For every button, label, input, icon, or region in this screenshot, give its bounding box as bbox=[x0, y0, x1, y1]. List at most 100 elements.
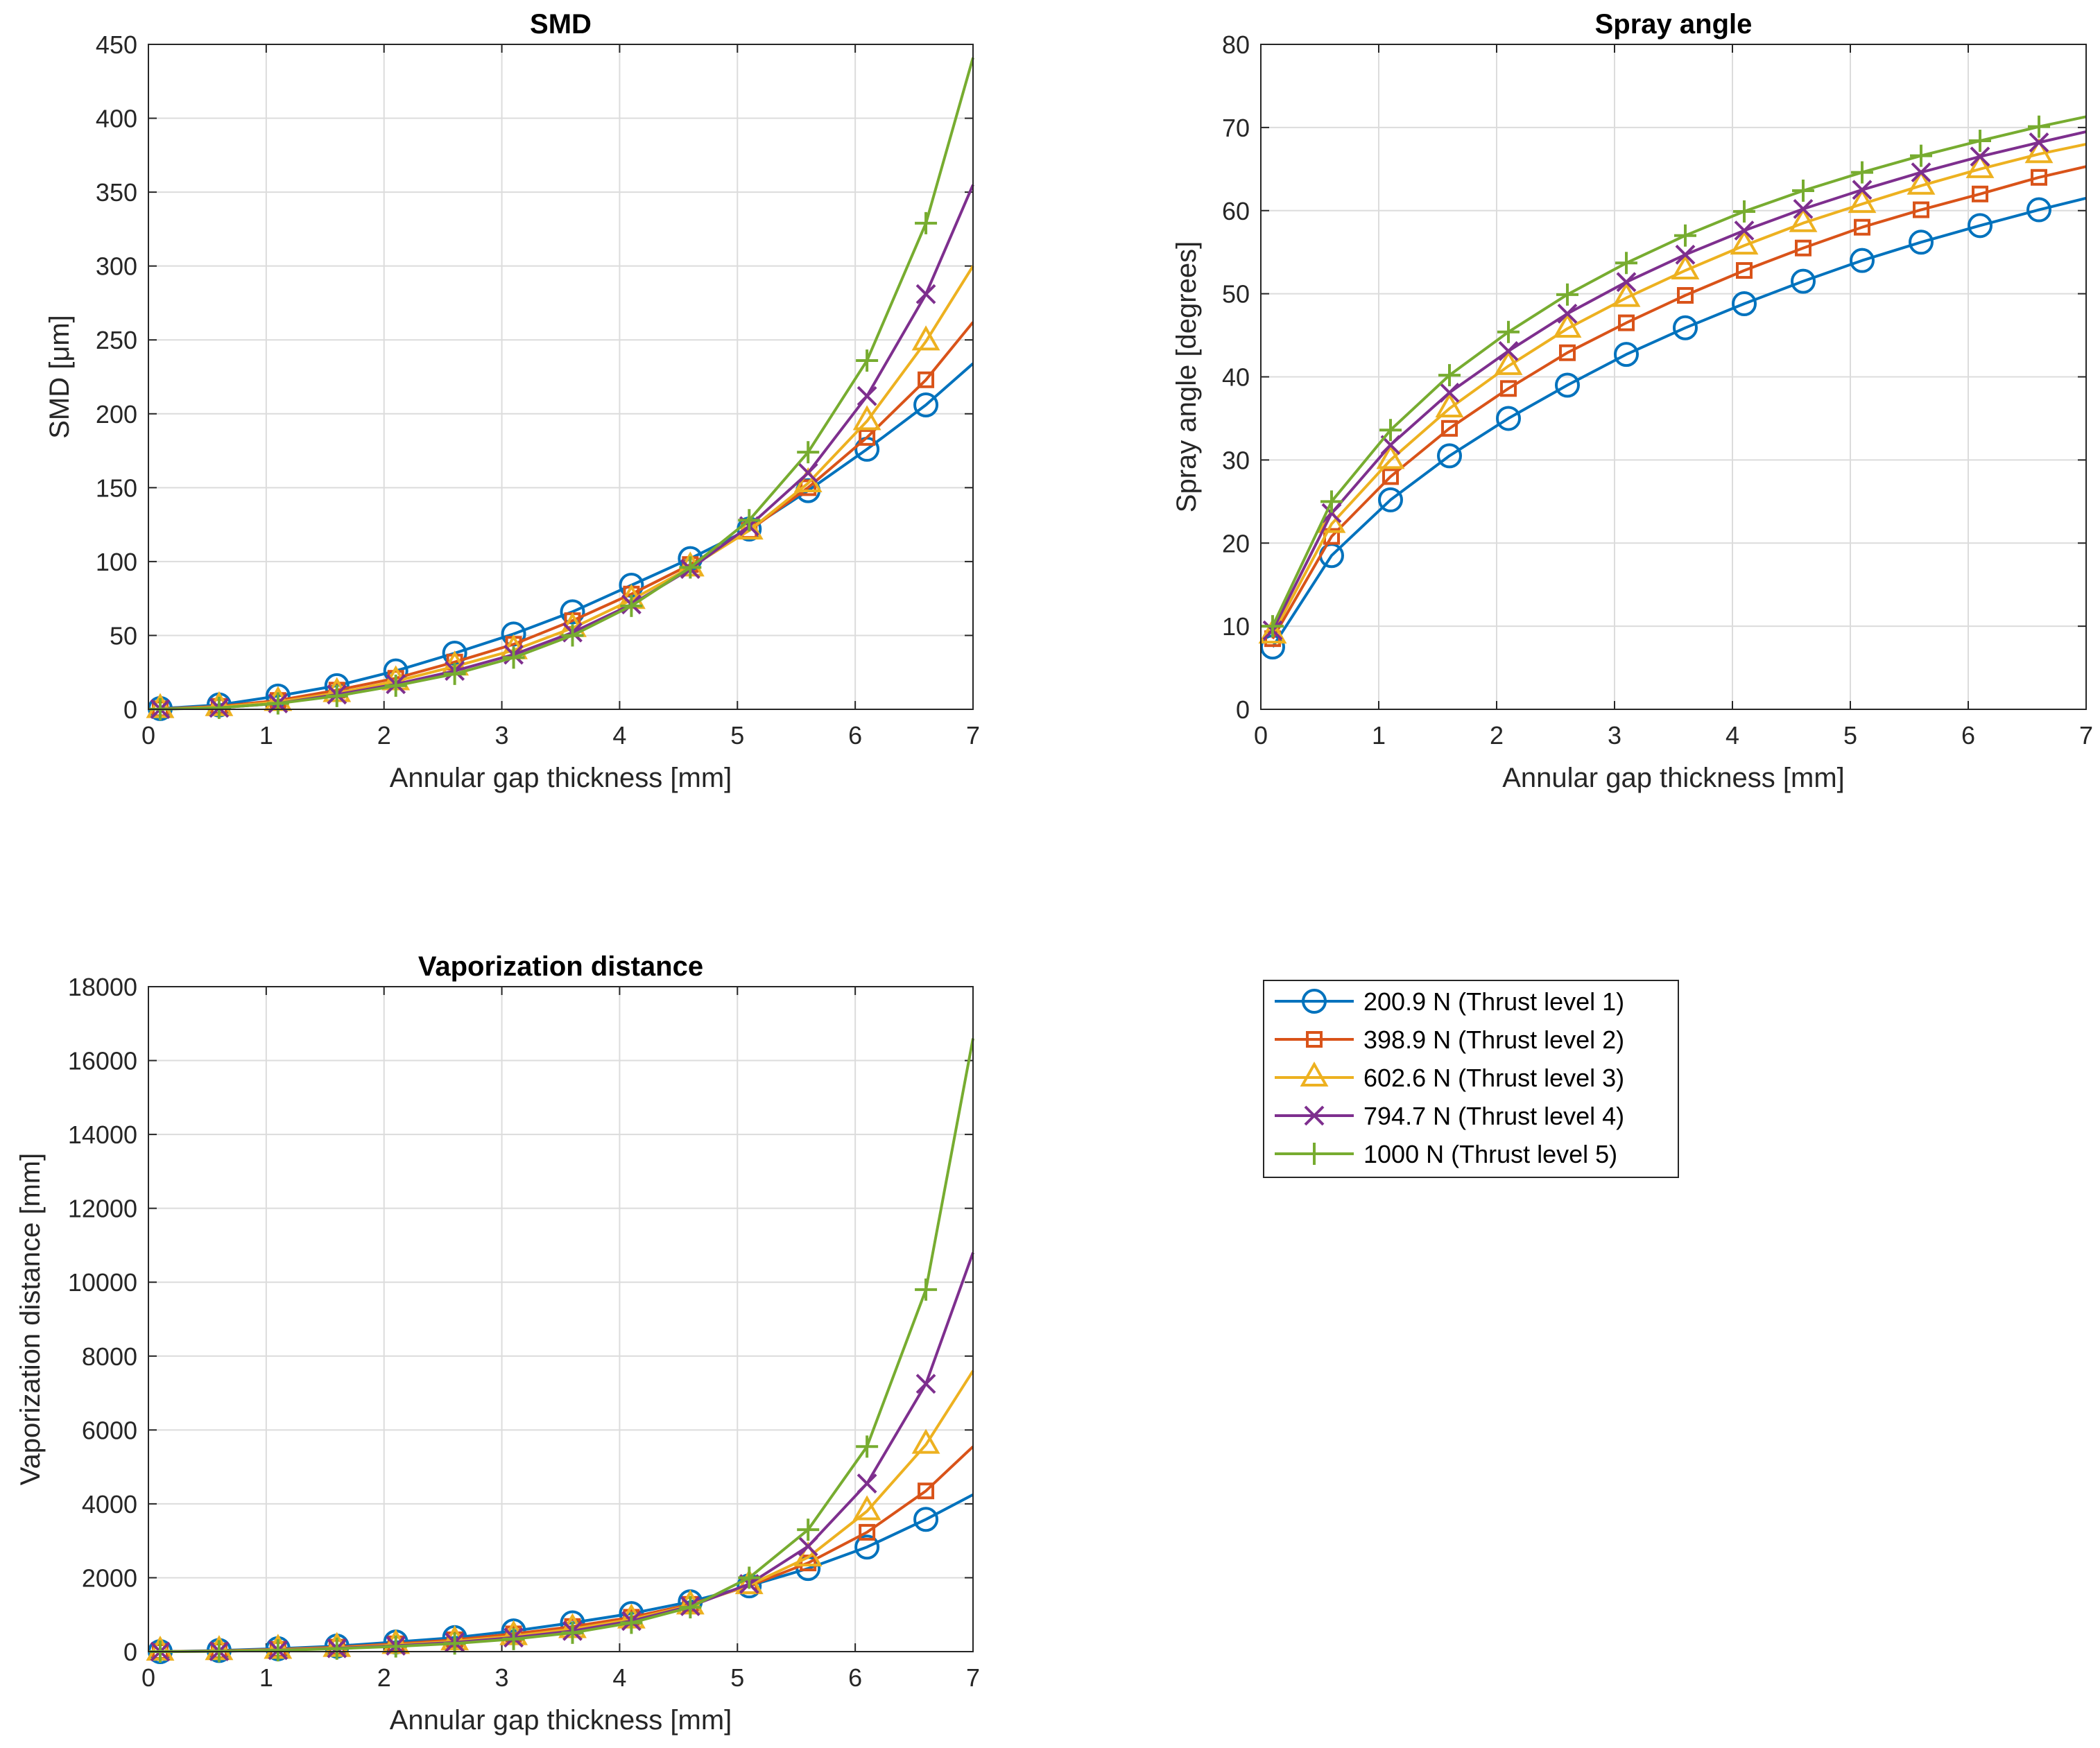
vap-ytick-label-1: 2000 bbox=[82, 1564, 137, 1592]
spray-s1-point-7 bbox=[1673, 315, 1698, 340]
smd-xtick-label-2: 2 bbox=[377, 721, 391, 750]
smd-series-line-1 bbox=[160, 362, 974, 710]
smd-ytick-label-2: 100 bbox=[96, 548, 137, 576]
vap-s5-point-3 bbox=[325, 1637, 348, 1660]
spray-s5-point-6 bbox=[1615, 252, 1637, 275]
smd-s5-point-12 bbox=[856, 349, 879, 372]
spray-ytick-label-3: 30 bbox=[1222, 446, 1250, 474]
vap-xtick-label-3: 3 bbox=[495, 1663, 509, 1692]
spray-series-line-1 bbox=[1271, 196, 2087, 648]
spray-xlabel: Annular gap thickness [mm] bbox=[1502, 763, 1845, 793]
spray-s2-point-7 bbox=[1677, 287, 1694, 304]
legend-item-3: 602.6 N (Thrust level 3) bbox=[1275, 1061, 1624, 1092]
spray-s3-point-9 bbox=[1789, 207, 1818, 232]
spray-s4-point-8 bbox=[1734, 220, 1755, 241]
spray-s3-point-1 bbox=[1317, 508, 1346, 533]
legend-label-3: 602.6 N (Thrust level 3) bbox=[1363, 1064, 1624, 1092]
smd-xtick-label-7: 7 bbox=[966, 721, 980, 750]
legend-marker-4 bbox=[1304, 1105, 1325, 1126]
spray-s4-point-9 bbox=[1793, 198, 1814, 219]
smd-s3-point-10 bbox=[734, 514, 764, 540]
spray-s5-point-5 bbox=[1556, 283, 1578, 306]
vap-chart: 0 1 2 3 4 5 6 7 0 2000 4000 6000 8000 10000 12000 14000… bbox=[15, 951, 980, 1736]
smd-ytick-label-8: 400 bbox=[96, 105, 137, 133]
vap-ytick-label-8: 16000 bbox=[68, 1047, 137, 1075]
smd-xtick-label-3: 3 bbox=[495, 721, 509, 750]
spray-s4-point-6 bbox=[1616, 272, 1637, 293]
smd-s3-point-13 bbox=[911, 325, 940, 351]
spray-axes-box bbox=[1260, 44, 2087, 710]
spray-s2-point-12 bbox=[1972, 185, 1988, 202]
smd-plot-area bbox=[148, 44, 973, 709]
vap-ytick-label-7: 14000 bbox=[68, 1120, 137, 1149]
legend-marker-1 bbox=[1302, 989, 1327, 1014]
vap-s5-point-4 bbox=[384, 1635, 407, 1658]
smd-s1-point-7 bbox=[560, 599, 585, 625]
smd-s4-point-12 bbox=[857, 386, 877, 406]
spray-s2-point-6 bbox=[1618, 314, 1635, 331]
spray-series-line-2 bbox=[1271, 165, 2087, 640]
legend-marker-5 bbox=[1303, 1143, 1325, 1165]
spray-series-line-3 bbox=[1271, 142, 2087, 636]
vap-xtick-label-2: 2 bbox=[377, 1663, 391, 1692]
smd-series-line-2 bbox=[160, 321, 974, 711]
legend-marker-3 bbox=[1300, 1061, 1329, 1087]
legend: 200.9 N (Thrust level 1) 398.9 N (Thrust … bbox=[1263, 980, 1679, 1178]
smd-ytick-label-9: 450 bbox=[96, 31, 137, 59]
spray-xtick-label-7: 7 bbox=[2079, 721, 2093, 750]
spray-s4-point-12 bbox=[1970, 146, 1990, 167]
smd-ytick-label-4: 200 bbox=[96, 400, 137, 429]
spray-ytick-label-0: 0 bbox=[1236, 695, 1250, 724]
spray-s3-point-13 bbox=[2024, 138, 2054, 164]
smd-s5-point-13 bbox=[915, 211, 938, 234]
vap-title: Vaporization distance bbox=[418, 951, 703, 982]
smd-s5-point-2 bbox=[266, 692, 289, 715]
vap-s3-point-10 bbox=[734, 1569, 764, 1595]
spray-s3-point-11 bbox=[1907, 169, 1936, 195]
vap-s2-point-12 bbox=[859, 1523, 876, 1541]
spray-ytick-label-1: 10 bbox=[1222, 612, 1250, 641]
smd-ytick-label-3: 150 bbox=[96, 474, 137, 502]
spray-s2-point-13 bbox=[2031, 168, 2047, 186]
spray-s5-point-0 bbox=[1262, 615, 1284, 638]
smd-s5-point-10 bbox=[738, 509, 761, 532]
spray-s2-point-10 bbox=[1854, 218, 1870, 236]
vap-axes-box bbox=[148, 986, 974, 1652]
vap-xtick-label-0: 0 bbox=[141, 1663, 155, 1692]
smd-xtick-label-5: 5 bbox=[730, 721, 744, 750]
vap-s5-point-13 bbox=[915, 1278, 938, 1301]
vap-s3-point-11 bbox=[793, 1541, 823, 1567]
spray-ytick-label-7: 70 bbox=[1222, 114, 1250, 142]
spray-s1-point-5 bbox=[1555, 372, 1580, 398]
spray-s1-point-10 bbox=[1850, 248, 1875, 273]
vap-s1-point-12 bbox=[854, 1534, 880, 1560]
legend-label-2: 398.9 N (Thrust level 2) bbox=[1363, 1026, 1624, 1054]
spray-s1-point-13 bbox=[2026, 197, 2051, 223]
legend-item-5: 1000 N (Thrust level 5) bbox=[1275, 1140, 1617, 1168]
spray-s4-point-1 bbox=[1321, 503, 1342, 523]
vap-xtick-label-6: 6 bbox=[848, 1663, 862, 1692]
spray-s5-point-4 bbox=[1497, 320, 1520, 343]
spray-s5-point-10 bbox=[1851, 161, 1873, 184]
spray-s3-point-12 bbox=[1965, 153, 1995, 178]
spray-xtick-label-5: 5 bbox=[1843, 721, 1857, 750]
spray-s1-point-3 bbox=[1437, 443, 1462, 469]
spray-s4-point-13 bbox=[2029, 132, 2049, 153]
legend-marker-2 bbox=[1306, 1031, 1323, 1048]
smd-axes-box bbox=[148, 44, 974, 710]
spray-s5-point-8 bbox=[1733, 200, 1755, 223]
spray-s1-point-12 bbox=[1968, 213, 1993, 239]
vap-xtick-label-1: 1 bbox=[259, 1663, 273, 1692]
smd-s5-point-1 bbox=[207, 696, 230, 719]
spray-s4-point-10 bbox=[1852, 180, 1873, 200]
vap-ytick-label-5: 10000 bbox=[68, 1268, 137, 1297]
vap-s4-point-13 bbox=[915, 1374, 936, 1394]
vap-s4-point-11 bbox=[798, 1536, 818, 1557]
legend-label-5: 1000 N (Thrust level 5) bbox=[1363, 1140, 1617, 1168]
spray-s5-point-2 bbox=[1379, 419, 1402, 442]
smd-xtick-label-6: 6 bbox=[848, 721, 862, 750]
legend-item-1: 200.9 N (Thrust level 1) bbox=[1275, 987, 1624, 1016]
vap-ytick-label-0: 0 bbox=[123, 1638, 137, 1666]
spray-ytick-label-6: 60 bbox=[1222, 197, 1250, 225]
